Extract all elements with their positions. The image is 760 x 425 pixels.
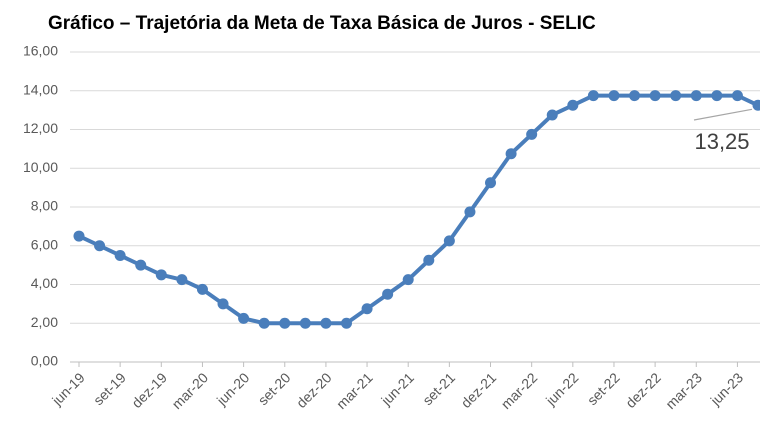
y-tick-label: 16,00	[23, 43, 58, 59]
point	[443, 235, 455, 247]
point	[752, 99, 760, 111]
point	[196, 283, 208, 295]
x-tick-label: mar-21	[333, 369, 376, 412]
data-label: 13,25	[694, 129, 749, 154]
point	[402, 274, 414, 286]
x-tick-label: mar-23	[662, 369, 705, 412]
point	[340, 317, 352, 329]
x-tick-label: jun-21	[377, 369, 417, 409]
point	[731, 90, 743, 102]
point	[299, 317, 311, 329]
y-tick-label: 8,00	[31, 198, 58, 214]
y-tick-label: 4,00	[31, 275, 58, 291]
point	[279, 317, 291, 329]
line	[78, 93, 759, 326]
y-tick-label: 12,00	[23, 120, 58, 136]
point	[155, 269, 167, 281]
x-tick-label: jun-20	[213, 369, 253, 409]
point	[176, 274, 188, 286]
x-tick-label: set-20	[255, 369, 294, 408]
x-tick-label: dez-20	[293, 369, 335, 411]
point	[258, 317, 270, 329]
leader-line	[693, 108, 753, 121]
y-tick-label: 10,00	[23, 159, 58, 175]
x-tick-label: set-22	[584, 369, 623, 408]
point	[361, 303, 373, 315]
point	[485, 177, 497, 189]
point	[423, 254, 435, 266]
y-tick-label: 0,00	[31, 353, 58, 369]
x-tick-label: set-19	[90, 369, 129, 408]
point	[320, 317, 332, 329]
x-tick-label: mar-20	[169, 369, 212, 412]
point	[546, 109, 558, 121]
x-tick-label: jun-22	[542, 369, 582, 409]
point	[217, 298, 229, 310]
point	[382, 288, 394, 300]
point	[526, 128, 538, 140]
point	[711, 90, 723, 102]
point	[649, 90, 661, 102]
point	[690, 90, 702, 102]
x-tick-label: jun-19	[48, 369, 88, 409]
point	[587, 90, 599, 102]
point	[135, 259, 147, 271]
y-tick-label: 6,00	[31, 236, 58, 252]
point	[94, 240, 106, 252]
y-tick-label: 14,00	[23, 81, 58, 97]
x-tick-label: mar-22	[498, 369, 541, 412]
x-tick-label: jun-23	[707, 369, 747, 409]
point	[567, 99, 579, 111]
point	[629, 90, 641, 102]
x-tick-label: dez-21	[458, 369, 500, 411]
point	[238, 312, 250, 324]
point	[73, 230, 85, 242]
point	[114, 249, 126, 261]
point	[464, 206, 476, 218]
point	[608, 90, 620, 102]
point	[670, 90, 682, 102]
x-tick-label: dez-22	[622, 369, 664, 411]
x-tick-label: set-21	[419, 369, 458, 408]
point	[505, 148, 517, 160]
y-tick-label: 2,00	[31, 314, 58, 330]
chart-title: Gráfico – Trajetória da Meta de Taxa Bás…	[48, 13, 596, 34]
x-tick-label: dez-19	[128, 369, 170, 411]
